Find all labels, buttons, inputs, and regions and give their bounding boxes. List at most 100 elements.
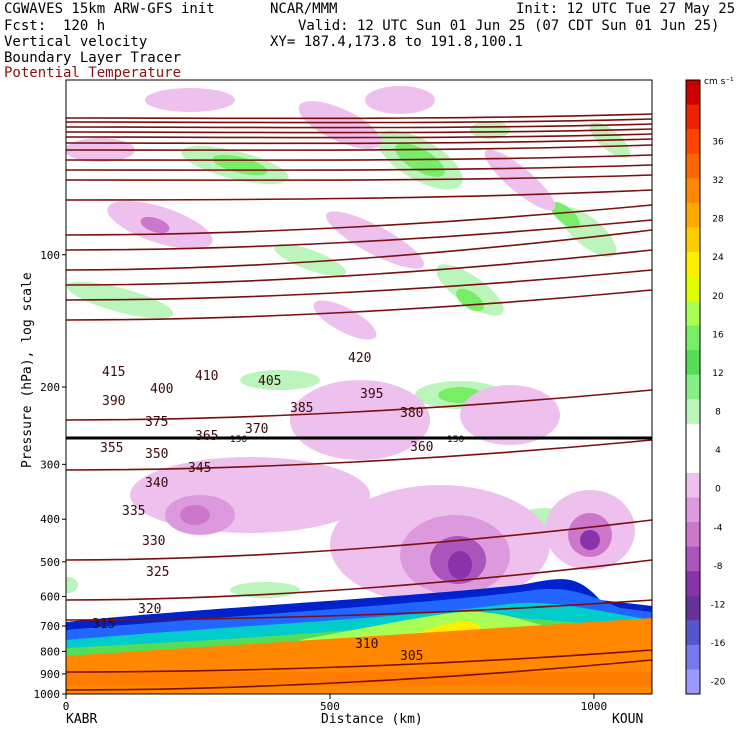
x-tick-label: 0 [63,700,70,713]
colorbar-swatch [686,472,700,499]
colorbar-swatch [686,595,700,621]
colorbar-swatch [686,448,700,474]
theta-label-360: 360 [410,440,433,455]
y-tick-label: 900 [40,668,60,681]
colorbar-frame [685,79,701,695]
theta-label-305: 305 [400,649,423,664]
colorbar-swatch [686,399,700,425]
theta-contour-340 [66,289,652,321]
valid-time: Valid: 12 UTC Sun 01 Jun 25 (07 CDT Sun … [298,18,720,34]
theta-label-420: 420 [348,351,371,366]
theta-label-395: 395 [360,387,383,402]
theta-label-335: 335 [122,504,145,519]
theta-label-365: 365 [195,429,218,444]
left-endpoint-label: KABR [66,712,98,727]
colorbar-tick-label: 12 [712,369,723,379]
colorbar-tick-label: 8 [715,408,721,418]
colorbar-swatch [686,644,700,670]
theta-label-350: 350 [145,447,168,462]
y-tick-label: 500 [40,556,60,569]
theta-contour-310 [66,649,652,673]
x-tick-label: 500 [320,700,340,713]
colorbar-tick-label: -16 [711,639,726,649]
colorbar: cm s⁻¹ 36 32 28 24 20 16 12 8 4 0 -4 -8 -12 -16 -20 [685,77,734,695]
theta-contour-325 [66,519,652,561]
potential-temperature-contours [66,113,652,691]
theta-contour-380 [66,164,652,171]
theta-contour-400 [66,133,652,139]
theta-label-390: 390 [102,394,125,409]
theta-contour-385 [66,154,652,161]
theta-label-385: 385 [290,401,313,416]
colorbar-swatch [686,104,700,130]
tracer-label-right: 150 [447,435,464,445]
colorbar-swatch [686,301,700,327]
colorbar-tick-label: 0 [715,485,721,495]
colorbar-swatch [686,423,700,449]
y-tick-label: 700 [40,620,60,633]
theta-label-415: 415 [102,365,125,380]
colorbar-tick-label: 4 [715,446,721,456]
field-vertical-velocity: Vertical velocity [4,34,148,50]
theta-label-330: 330 [142,534,165,549]
theta-contour-415 [66,118,652,124]
theta-contour-410 [66,123,652,129]
colorbar-swatch [686,522,700,548]
colorbar-tick-label: -20 [711,678,726,688]
theta-contour-375 [66,174,652,181]
colorbar-tick-label: 16 [712,330,724,340]
colorbar-tick-label: -12 [711,601,726,611]
theta-label-310: 310 [355,637,378,652]
boundary-layer-tracer-field [66,579,652,694]
theta-label-380: 380 [400,406,423,421]
theta-label-410: 410 [195,369,218,384]
theta-contour-305 [66,659,652,691]
theta-contour-350 [66,249,652,286]
colorbar-tick-label: -4 [714,523,723,533]
colorbar-swatch [686,178,700,204]
colorbar-swatch [686,80,700,106]
theta-contour-365 [66,204,652,236]
tracer-label-left: 150 [230,435,247,445]
theta-label-320: 320 [138,602,161,617]
y-axis-label: Pressure (hPa), log scale [20,272,35,468]
theta-contour-390 [66,144,652,151]
field-boundary-layer-tracer: Boundary Layer Tracer [4,50,182,66]
colorbar-swatch [686,325,700,351]
theta-contour-420 [66,113,652,120]
colorbar-swatch [686,669,700,695]
colorbar-swatch [686,374,700,400]
theta-label-340: 340 [145,476,168,491]
downward-motion-shading [66,86,635,605]
institution-label: NCAR/MMM [270,1,338,17]
colorbar-swatch [686,350,700,376]
x-axis-label: Distance (km) [321,712,423,727]
colorbar-tick-label: 32 [712,176,723,186]
colorbar-swatch [686,251,700,277]
theta-label-315: 315 [92,617,115,632]
colorbar-swatch [686,276,700,302]
y-tick-label: 800 [40,645,60,658]
colorbar-tick-label: 24 [712,253,724,263]
theta-label-400: 400 [150,382,173,397]
colorbar-tick-label: 20 [712,292,724,302]
y-tick-label: 600 [40,591,60,604]
colorbar-swatch [686,202,700,228]
theta-contour-395 [66,138,652,145]
colorbar-swatch [686,571,700,597]
theta-label-370: 370 [245,422,268,437]
theta-label-405: 405 [258,374,281,389]
theta-contour-320 [66,559,652,601]
theta-label-375: 375 [145,415,168,430]
y-tick-label: 400 [40,513,60,526]
field-potential-temperature: Potential Temperature [4,65,182,81]
colorbar-swatch [686,153,700,179]
colorbar-swatch [686,546,700,572]
y-tick-label: 1000 [34,688,61,701]
theta-contour-335 [66,389,652,421]
model-title: CGWAVES 15km ARW-GFS init [4,1,215,17]
